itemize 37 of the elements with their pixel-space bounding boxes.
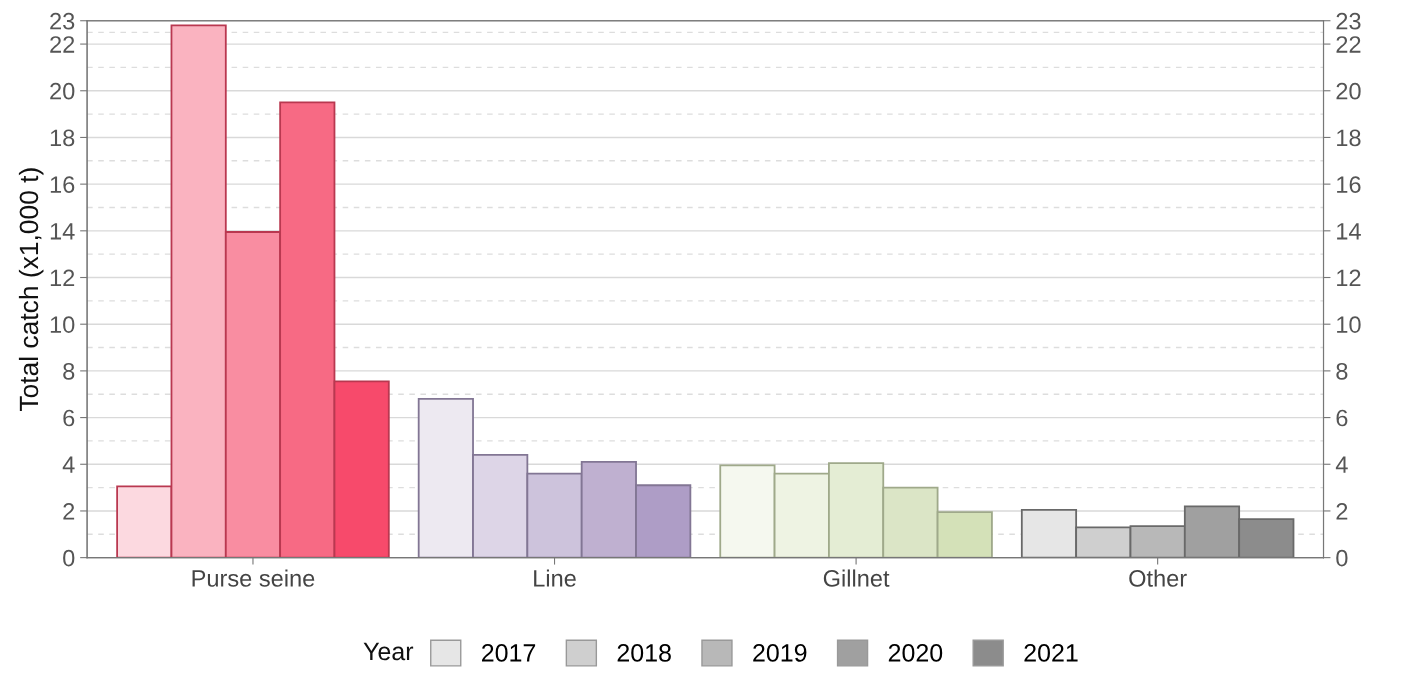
y-tick-label: 22 [50,36,75,53]
y2-tick-label: 2 [1336,503,1348,520]
y-tick-label: 14 [50,223,75,240]
y2-tick-label: 0 [1336,549,1348,567]
legend-label: 2021 [1024,644,1078,662]
y-axis-title: Total catch (x1,000 t) [18,168,44,412]
y-tick-label: 2 [63,503,75,520]
legend-title: Year [363,642,414,661]
y2-tick-label: 8 [1336,362,1348,380]
y2-tick-label: 22 [1336,36,1361,53]
legend-label: 2020 [888,644,943,662]
y-tick-label: 4 [62,456,75,473]
y2-tick-label: 16 [1337,176,1361,193]
y2-tick-label: 10 [1337,316,1361,333]
y2-tick-label: 6 [1336,409,1348,427]
y2-tick-label: 12 [1337,269,1361,287]
y-tick-label: 23 [50,12,75,30]
y2-tick-label: 20 [1336,82,1361,100]
y2-tick-label: 4 [1335,456,1348,473]
y-tick-label: 10 [50,316,75,333]
x-tick-label: Purse seine [192,569,315,587]
y-tick-label: 0 [63,549,75,567]
legend-label: 2017 [482,644,536,662]
y2-tick-label: 18 [1337,129,1361,147]
legend-label: 2019 [753,644,807,662]
y-tick-label: 8 [63,362,75,380]
y2-tick-label: 14 [1337,223,1361,240]
y-tick-label: 16 [50,176,75,193]
x-tick-label: Line [534,569,576,587]
y-tick-label: 6 [63,409,75,427]
legend-label: 2018 [617,644,671,662]
y-tick-label: 12 [50,269,75,287]
y2-tick-label: 23 [1336,12,1361,30]
y-tick-label: 18 [50,129,75,147]
x-tick-label: Gillnet [823,569,890,587]
x-tick-label: Other [1129,569,1187,587]
y-tick-label: 20 [50,82,75,100]
